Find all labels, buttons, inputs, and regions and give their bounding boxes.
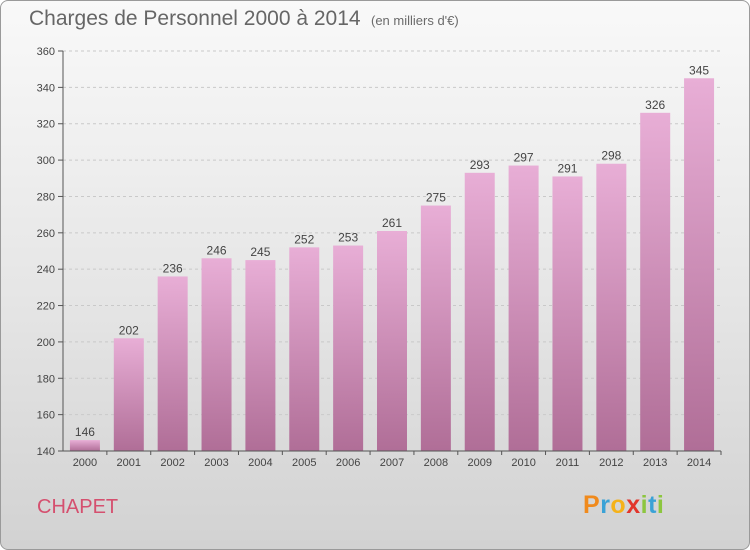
y-tick-label: 160 [37,410,55,422]
y-tick-label: 300 [37,155,55,167]
value-label: 202 [119,323,139,337]
value-label: 261 [382,216,402,230]
x-tick-label: 2002 [160,457,184,469]
value-label: 291 [557,161,577,175]
value-label: 275 [426,191,446,205]
y-tick-label: 280 [37,191,55,203]
bar-2007 [377,231,407,451]
logo-letter: i [656,491,665,519]
x-tick-label: 2009 [467,457,491,469]
bar-2013 [640,112,671,452]
bar-2014 [684,78,715,451]
bar-2012 [596,163,627,451]
data-labels: 146 202 236 246 245 252 253 261 275 293 297 291 298 3… [75,63,709,439]
bar-2002 [157,276,188,451]
bar-2006 [333,245,364,451]
y-tick-label: 220 [37,301,55,313]
logo-letter: t [648,491,657,519]
bar-2011 [552,176,583,452]
bar-2003 [201,258,232,451]
x-tick-label: 2008 [424,457,448,469]
axes: 140 160 180 200 220 240 260 280 300 320 340 360 2000… [37,46,722,469]
value-label: 297 [514,151,534,165]
bar-2000 [69,440,100,451]
bar-2004 [245,260,276,451]
logo-letter: o [610,491,627,519]
bars [69,78,715,452]
y-tick-label: 180 [37,373,55,385]
x-tick-label: 2011 [556,457,580,469]
bar-2005 [289,247,320,451]
y-tick-label: 260 [37,228,55,240]
logo-letter: P [583,491,601,519]
value-label: 345 [689,63,709,77]
x-tick-label: 2013 [643,457,667,469]
value-label: 298 [601,149,621,163]
x-tick-label: 2012 [599,457,623,469]
chart-subtitle: (en milliers d'€) [371,13,459,28]
x-tick-label: 2006 [336,457,360,469]
bar-2009 [464,172,495,451]
town-name: CHAPET [37,496,119,518]
chart-title: Charges de Personnel 2000 à 2014 [29,7,361,30]
value-label: 146 [75,425,95,439]
bar-2008 [420,205,451,451]
value-label: 252 [294,232,314,246]
value-label: 326 [645,98,665,112]
y-tick-label: 240 [37,264,55,276]
value-label: 253 [338,231,358,245]
value-label: 246 [207,243,227,257]
value-label: 245 [250,245,270,259]
bar-2010 [508,165,539,451]
x-tick-label: 2001 [117,457,141,469]
x-tick-label: 2004 [248,457,272,469]
proxiti-logo: Proxiti [583,491,664,520]
x-tick-label: 2010 [511,457,535,469]
logo-letter: i [640,491,649,519]
y-tick-label: 200 [37,337,55,349]
y-tick-label: 320 [37,119,55,131]
logo-letter: r [600,491,611,519]
value-label: 236 [163,261,183,275]
x-tick-label: 2005 [292,457,316,469]
x-tick-label: 2007 [380,457,404,469]
logo-letter: x [626,491,641,519]
x-tick-label: 2003 [204,457,228,469]
bar-2001 [113,338,144,451]
y-tick-label: 340 [37,82,55,94]
y-tick-label: 140 [37,446,55,458]
x-tick-label: 2014 [687,457,711,469]
x-tick-label: 2000 [73,457,97,469]
value-label: 293 [470,158,490,172]
y-tick-label: 360 [37,46,55,58]
